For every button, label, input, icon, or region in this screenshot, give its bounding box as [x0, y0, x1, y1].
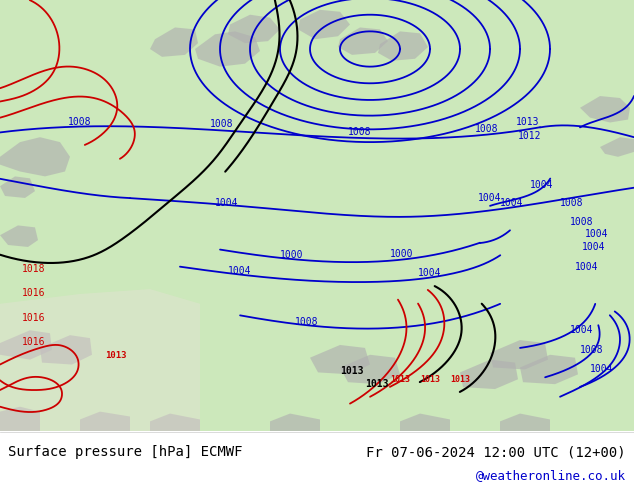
Text: 1004: 1004 — [418, 269, 441, 278]
Polygon shape — [460, 360, 518, 389]
Text: 1004: 1004 — [570, 325, 593, 335]
Text: @weatheronline.co.uk: @weatheronline.co.uk — [476, 468, 626, 482]
Polygon shape — [0, 176, 35, 198]
Polygon shape — [150, 27, 198, 57]
Text: 1008: 1008 — [560, 198, 583, 208]
Text: 1016: 1016 — [22, 337, 46, 347]
Polygon shape — [0, 289, 200, 431]
Polygon shape — [400, 414, 450, 431]
Text: 1013: 1013 — [105, 351, 127, 360]
Polygon shape — [80, 412, 130, 431]
Polygon shape — [40, 335, 92, 365]
Polygon shape — [490, 340, 548, 369]
Text: 1000: 1000 — [280, 250, 304, 260]
Text: 1004: 1004 — [582, 242, 605, 252]
Text: 1004: 1004 — [478, 193, 501, 203]
Text: 1004: 1004 — [228, 267, 252, 276]
Polygon shape — [195, 31, 260, 67]
Text: 1004: 1004 — [530, 180, 553, 190]
Text: 1013: 1013 — [340, 367, 363, 376]
Polygon shape — [228, 15, 280, 43]
Polygon shape — [0, 137, 70, 176]
Polygon shape — [298, 10, 350, 39]
Text: 1013: 1013 — [365, 379, 389, 389]
Polygon shape — [150, 414, 200, 431]
Text: 1013: 1013 — [390, 375, 410, 384]
Text: 1008: 1008 — [295, 318, 318, 327]
Text: 1013: 1013 — [450, 375, 470, 384]
Text: 1000: 1000 — [390, 249, 413, 259]
Polygon shape — [600, 137, 634, 157]
Text: 1013: 1013 — [516, 118, 540, 127]
Text: 1008: 1008 — [475, 124, 498, 134]
Text: 1004: 1004 — [575, 262, 598, 271]
Polygon shape — [310, 345, 370, 374]
Text: 1008: 1008 — [210, 120, 233, 129]
Text: 1008: 1008 — [348, 127, 372, 137]
Text: 1013: 1013 — [420, 375, 440, 384]
Text: 1008: 1008 — [580, 345, 604, 355]
Polygon shape — [500, 414, 550, 431]
Text: 1008: 1008 — [68, 118, 91, 127]
Text: 1008: 1008 — [570, 218, 593, 227]
Polygon shape — [0, 330, 52, 360]
Text: Surface pressure [hPa] ECMWF: Surface pressure [hPa] ECMWF — [8, 445, 242, 459]
Text: 1004: 1004 — [590, 365, 614, 374]
Polygon shape — [338, 27, 388, 55]
Text: 1012: 1012 — [518, 131, 541, 141]
Polygon shape — [520, 355, 578, 384]
Text: Fr 07-06-2024 12:00 UTC (12+00): Fr 07-06-2024 12:00 UTC (12+00) — [366, 445, 626, 459]
Text: 1016: 1016 — [22, 314, 46, 323]
Polygon shape — [0, 407, 40, 431]
Polygon shape — [340, 355, 400, 384]
Polygon shape — [378, 31, 428, 61]
Text: 1004: 1004 — [585, 229, 609, 239]
Polygon shape — [270, 414, 320, 431]
Polygon shape — [0, 225, 38, 247]
Text: 1016: 1016 — [22, 288, 46, 298]
Text: 1004: 1004 — [215, 198, 238, 208]
Polygon shape — [580, 96, 630, 122]
Text: 1004: 1004 — [500, 198, 524, 208]
Text: 1018: 1018 — [22, 265, 46, 274]
